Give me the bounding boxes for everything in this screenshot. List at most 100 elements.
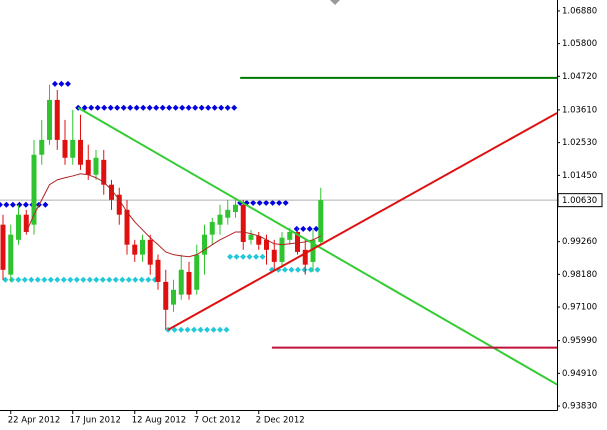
level-marker xyxy=(198,104,205,111)
level-marker xyxy=(101,104,108,111)
level-marker xyxy=(301,266,308,273)
level-marker xyxy=(51,80,58,87)
candle-body xyxy=(147,239,153,265)
candle-body xyxy=(70,139,76,158)
level-marker xyxy=(99,276,106,283)
level-marker xyxy=(127,104,134,111)
level-marker xyxy=(263,199,270,206)
candle-body xyxy=(132,244,138,255)
level-marker xyxy=(178,326,185,333)
level-marker xyxy=(246,253,253,260)
candle-body xyxy=(163,281,169,310)
level-marker xyxy=(306,225,313,232)
candle-body xyxy=(318,200,324,242)
level-marker xyxy=(171,326,178,333)
candle-body xyxy=(240,204,246,242)
level-marker xyxy=(133,104,140,111)
level-marker xyxy=(205,104,212,111)
candle-body xyxy=(93,157,99,175)
level-marker xyxy=(300,225,307,232)
level-marker xyxy=(21,276,28,283)
candle-body xyxy=(248,234,254,240)
level-marker xyxy=(120,104,127,111)
level-marker xyxy=(114,104,121,111)
trend-line xyxy=(167,112,557,331)
level-marker xyxy=(112,276,119,283)
level-marker xyxy=(106,276,113,283)
candle-body xyxy=(140,239,145,255)
candle-body xyxy=(16,214,21,240)
candle-body xyxy=(8,234,14,275)
level-marker xyxy=(54,276,61,283)
level-marker xyxy=(240,253,247,260)
level-marker xyxy=(140,104,147,111)
level-marker xyxy=(218,104,225,111)
axes: 1.06880 1.05800 1.04720 1.03610 1.02530 1.014… xyxy=(8,6,603,426)
level-marker xyxy=(313,225,320,232)
level-marker xyxy=(28,276,35,283)
level-marker xyxy=(34,276,41,283)
level-marker xyxy=(132,276,139,283)
x-tick-label: 12 Aug 2012 xyxy=(132,416,186,426)
candle-body xyxy=(302,249,308,265)
candle-body xyxy=(54,99,60,140)
candle-body xyxy=(116,194,122,215)
level-marker xyxy=(145,276,152,283)
last-price-box xyxy=(557,193,603,208)
level-marker xyxy=(185,104,192,111)
moving-average xyxy=(25,173,321,258)
level-marker xyxy=(210,326,217,333)
candle-body xyxy=(264,239,269,250)
level-marker xyxy=(16,201,23,208)
level-marker xyxy=(172,104,179,111)
level-marker xyxy=(159,104,166,111)
level-marker xyxy=(217,326,224,333)
candle-body xyxy=(202,234,207,255)
candle-body xyxy=(225,209,231,218)
level-marker xyxy=(153,104,160,111)
level-marker xyxy=(204,326,211,333)
level-marker xyxy=(58,80,65,87)
level-marker xyxy=(227,253,234,260)
candle-body xyxy=(233,204,238,212)
y-tick-label: 1.05800 xyxy=(562,39,597,49)
candle-body xyxy=(194,254,200,290)
level-marker xyxy=(42,201,49,208)
candle-body xyxy=(178,269,184,295)
last-price-label: 1.00630 xyxy=(562,196,597,206)
level-marker xyxy=(67,276,74,283)
level-marker xyxy=(269,199,276,206)
candle-body xyxy=(0,224,6,270)
candle-body xyxy=(109,184,114,200)
candle-body xyxy=(217,214,223,225)
candle-body xyxy=(209,221,215,235)
level-marker xyxy=(15,276,22,283)
candle-body xyxy=(78,139,83,165)
level-marker xyxy=(107,104,114,111)
candle-body xyxy=(171,289,176,305)
x-tick-label: 17 Jun 2012 xyxy=(70,416,121,426)
candle-body xyxy=(47,99,52,140)
candle-body xyxy=(101,159,107,185)
x-tick-label: 22 Apr 2012 xyxy=(8,416,61,426)
level-marker xyxy=(250,199,257,206)
level-marker xyxy=(64,80,71,87)
candle-body xyxy=(155,259,161,282)
level-marker xyxy=(224,104,231,111)
level-marker xyxy=(179,104,186,111)
candle-body xyxy=(287,231,293,240)
level-marker xyxy=(293,225,300,232)
level-marker xyxy=(294,266,301,273)
level-marker xyxy=(125,276,132,283)
y-tick-label: 0.95990 xyxy=(562,336,597,346)
candle-body xyxy=(186,271,192,295)
level-marker xyxy=(94,104,101,111)
level-marker xyxy=(3,201,10,208)
y-tick-label: 1.04720 xyxy=(562,72,597,82)
level-marker xyxy=(88,104,95,111)
level-marker xyxy=(93,276,100,283)
level-marker xyxy=(314,266,321,273)
level-marker xyxy=(0,201,3,208)
candle-body xyxy=(124,209,130,245)
